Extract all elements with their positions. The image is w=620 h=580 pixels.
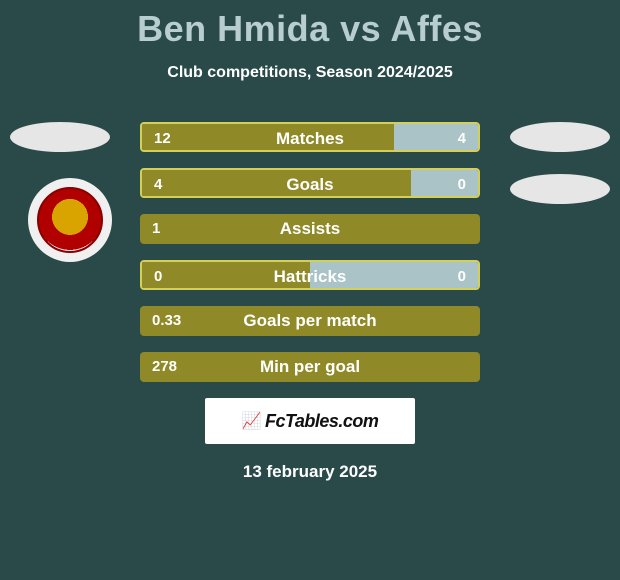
stat-label: Goals — [142, 170, 478, 198]
stat-row: Goals per match0.33 — [140, 306, 480, 336]
stat-label: Hattricks — [142, 262, 478, 290]
stat-value-left: 0 — [154, 262, 162, 290]
stat-value-left: 1 — [152, 214, 160, 244]
brand-badge: 📈 FcTables.com — [205, 398, 415, 444]
stat-row: Goals4 0 — [140, 168, 480, 198]
stat-row: Hattricks0 0 — [140, 260, 480, 290]
stat-value-left: 4 — [154, 170, 162, 198]
club-logo-left — [28, 178, 112, 262]
stat-label: Min per goal — [140, 352, 480, 382]
comparison-content: Matches124Goals40Assists1Hattricks00Goal… — [0, 122, 620, 382]
stat-value-left: 278 — [152, 352, 177, 382]
stat-value-left: 0.33 — [152, 306, 181, 336]
brand-text: FcTables.com — [265, 411, 378, 432]
stat-value-right: 0 — [458, 262, 466, 290]
chart-icon: 📈 — [242, 411, 261, 431]
stat-row: Assists1 — [140, 214, 480, 244]
stat-label: Assists — [140, 214, 480, 244]
player-right-badge-2 — [510, 174, 610, 204]
stat-label: Matches — [142, 124, 478, 152]
stat-value-left: 12 — [154, 124, 171, 152]
date-text: 13 february 2025 — [0, 462, 620, 482]
stat-row: Matches12 4 — [140, 122, 480, 152]
club-crest-icon — [37, 187, 103, 253]
subtitle: Club competitions, Season 2024/2025 — [0, 64, 620, 82]
stat-label: Goals per match — [140, 306, 480, 336]
player-right-badge-1 — [510, 122, 610, 152]
stat-value-right: 0 — [458, 170, 466, 198]
stat-bars: Matches124Goals40Assists1Hattricks00Goal… — [140, 122, 480, 382]
stat-row: Min per goal278 — [140, 352, 480, 382]
page-title: Ben Hmida vs Affes — [0, 0, 620, 50]
stat-value-right: 4 — [458, 124, 466, 152]
player-left-badge — [10, 122, 110, 152]
